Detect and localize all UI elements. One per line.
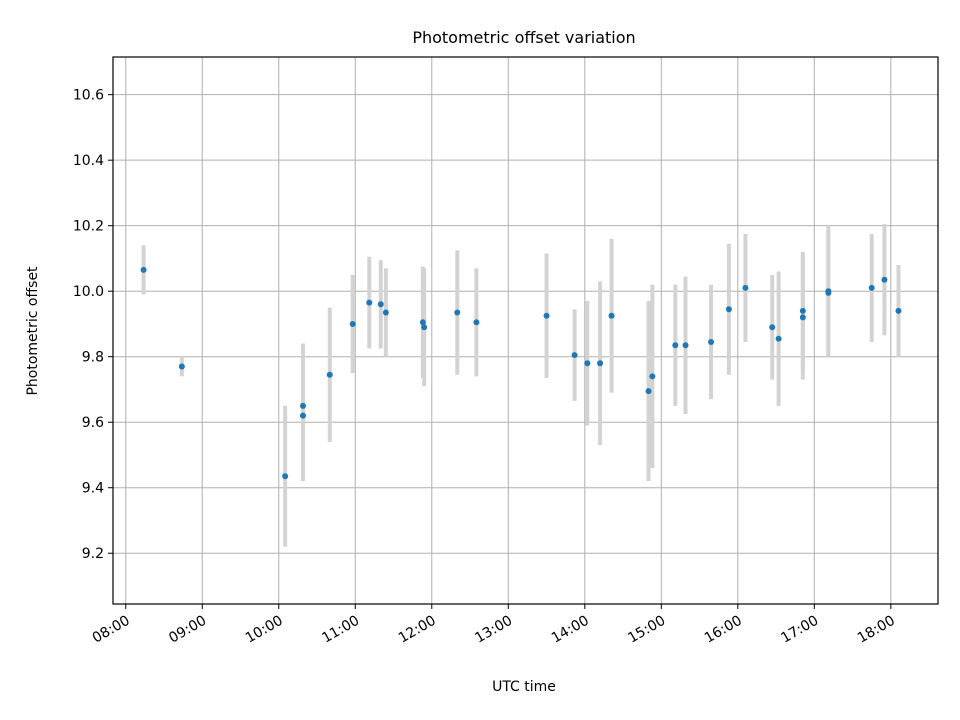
x-tick-label: 11:00 (319, 613, 362, 647)
data-point (282, 473, 289, 480)
y-tick-label: 10.2 (73, 219, 104, 235)
x-tick-label: 09:00 (166, 613, 209, 647)
data-point (349, 320, 356, 327)
data-point (140, 266, 147, 273)
data-point (825, 289, 832, 296)
data-point (299, 412, 306, 419)
data-point (645, 388, 652, 395)
x-axis-label: UTC time (492, 679, 556, 695)
x-tick-label: 18:00 (855, 613, 898, 647)
y-axis-ticks: 9.2 9.4 9.6 9.8 10.0 10.2 10.4 10.6 (73, 88, 113, 562)
data-point (597, 360, 604, 367)
data-point (178, 363, 185, 370)
data-point (377, 301, 384, 308)
data-points (140, 266, 902, 480)
data-point (382, 309, 389, 316)
data-point (326, 371, 333, 378)
y-tick-label: 10.4 (73, 153, 104, 169)
data-point (682, 342, 689, 349)
x-tick-label: 15:00 (625, 613, 668, 647)
data-point (454, 309, 461, 316)
x-tick-label: 10:00 (243, 613, 286, 647)
y-tick-label: 9.8 (82, 350, 104, 366)
data-point (742, 284, 749, 291)
data-point (421, 324, 428, 331)
data-point (895, 307, 902, 314)
data-point (299, 402, 306, 409)
data-point (799, 314, 806, 321)
chart-title: Photometric offset variation (412, 28, 635, 47)
data-point (799, 307, 806, 314)
data-point (419, 319, 426, 326)
data-point (649, 373, 656, 380)
error-bars (141, 224, 901, 547)
y-tick-label: 10.0 (73, 284, 104, 300)
data-point (584, 360, 591, 367)
x-axis-ticks: 08:00 09:00 10:00 11:00 12:00 13:00 14:00 15:00… (90, 604, 898, 647)
y-tick-label: 9.4 (82, 481, 104, 497)
plot-frame (112, 56, 939, 605)
data-point (473, 319, 480, 326)
grid (113, 57, 938, 604)
data-point (725, 306, 732, 313)
x-tick-label: 14:00 (549, 613, 592, 647)
data-point (543, 312, 550, 319)
y-tick-label: 9.2 (82, 546, 104, 562)
x-tick-label: 17:00 (778, 613, 821, 647)
x-tick-label: 13:00 (472, 613, 515, 647)
data-point (608, 312, 615, 319)
y-axis-label: Photometric offset (25, 266, 41, 396)
x-tick-label: 12:00 (396, 613, 439, 647)
y-tick-label: 10.6 (73, 88, 104, 104)
data-point (708, 338, 715, 345)
data-point (571, 352, 578, 359)
x-tick-label: 08:00 (90, 613, 133, 647)
data-point (775, 335, 782, 342)
y-tick-label: 9.6 (82, 415, 104, 431)
data-point (881, 276, 888, 283)
data-point (868, 284, 875, 291)
x-tick-label: 16:00 (702, 613, 745, 647)
data-point (769, 324, 776, 331)
data-point (366, 299, 373, 306)
data-point (672, 342, 679, 349)
